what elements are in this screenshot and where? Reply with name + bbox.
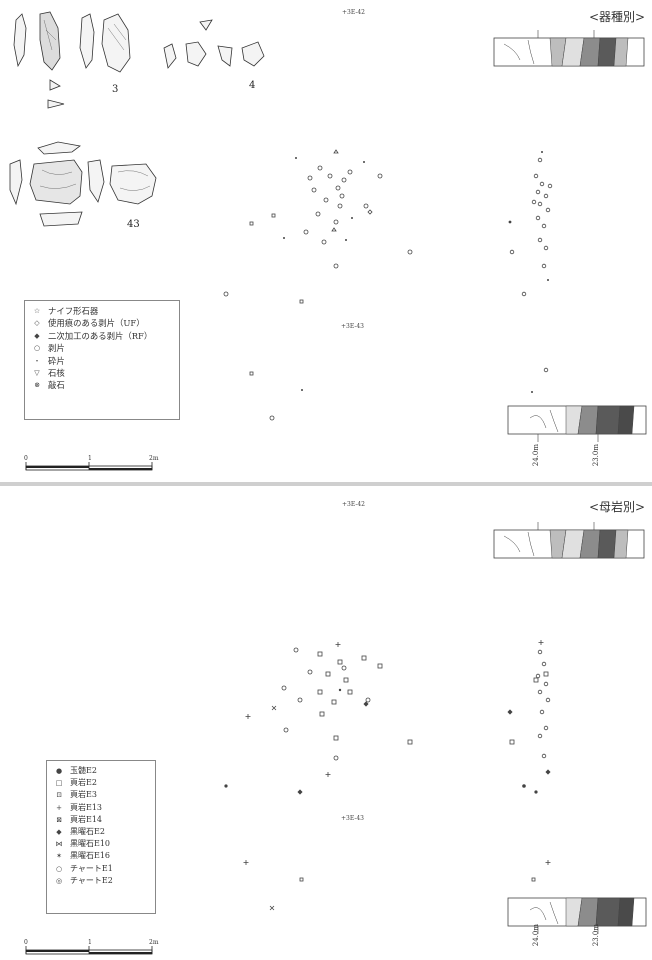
grid-point-label-lower: +3E-43 [341, 323, 364, 330]
legend-label: 頁岩E2 [70, 778, 97, 788]
legend-label: 黒曜石E2 [70, 827, 105, 837]
legend-symbol: ☆ [33, 307, 41, 315]
figure-label-43: 43 [127, 219, 140, 230]
artifact-3f [47, 99, 65, 109]
legend-symbol: ◇ [34, 319, 40, 328]
legend-symbol: ● [55, 767, 63, 775]
section-label-23m-top: 23.0m [592, 444, 600, 467]
figure-label-3: 3 [112, 84, 119, 95]
legend-label: 石核 [48, 368, 65, 379]
scale-tick-2m-bottom: 2m [149, 939, 159, 946]
artifact-4b [163, 43, 177, 69]
legend-row: ○ 剥片 [31, 342, 173, 354]
panel-title-parent-rock: <母岩別> [589, 500, 646, 514]
legend-label: 黒曜石E16 [70, 851, 111, 861]
legend-label: チャートE1 [70, 863, 113, 873]
artifact-4d [217, 45, 233, 67]
legend-symbol: ◆ [56, 828, 62, 837]
legend-label: 二次加工のある剥片（RF） [48, 330, 153, 341]
legend-row: ⋈ 黒曜石E10 [53, 838, 149, 850]
figure-label-4: 4 [249, 80, 256, 91]
artifact-3a [13, 13, 27, 68]
scale-tick-0-bottom: 0 [24, 939, 28, 946]
artifact-43d [87, 159, 105, 203]
legend-row: ○ チャートE1 [53, 863, 149, 875]
panel-separator [0, 482, 652, 486]
legend-row: ⊠ 頁岩E14 [53, 814, 149, 826]
artifact-43c [29, 159, 83, 205]
legend-row: □ 頁岩E2 [53, 777, 149, 789]
legend-label: 剥片 [48, 343, 65, 354]
legend-symbol: ○ [55, 864, 63, 873]
artifact-43b [9, 159, 23, 206]
legend-row: ✶ 黒曜石E16 [53, 850, 149, 862]
legend-symbol: ⊗ [34, 381, 40, 390]
artifact-4a [199, 19, 213, 31]
legend-label: 玉髄E2 [70, 766, 97, 775]
section-label-24m-bottom: 24.0m [532, 924, 540, 947]
legend-row: ◎ チャートE2 [53, 875, 149, 887]
legend-symbol: ○ [33, 344, 41, 353]
legend-symbol: □ [55, 779, 63, 788]
legend-row: ☆ ナイフ形石器 [31, 305, 173, 317]
section-label-24m-top: 24.0m [532, 444, 540, 467]
panel-title-tool-type: <器種別> [589, 10, 646, 24]
grid-point-label-lower-2: +3E-43 [341, 815, 364, 822]
scale-tick-1-bottom: 1 [88, 939, 92, 946]
legend-row: + 頁岩E13 [53, 802, 149, 814]
legend-tool-type: ☆ ナイフ形石器 ◇ 使用痕のある剥片（UF） ◆ 二次加工のある剥片（RF） ○ 剥片… [24, 300, 180, 420]
legend-row: ・砕片 [31, 355, 173, 367]
legend-symbol: ⋈ [55, 840, 63, 849]
legend-symbol: + [56, 803, 62, 812]
artifact-3d [101, 13, 131, 73]
grid-point-label-upper-2: +3E-42 [342, 501, 365, 508]
legend-row: ⊗ 敲石 [31, 379, 173, 391]
legend-symbol: ⊡ [56, 791, 62, 800]
legend-label: ナイフ形石器 [48, 306, 99, 316]
legend-row: ◇ 使用痕のある剥片（UF） [31, 317, 173, 329]
legend-symbol: ▽ [34, 369, 40, 378]
legend-label: 頁岩E14 [70, 814, 103, 824]
legend-row: ◆ 二次加工のある剥片（RF） [31, 330, 173, 342]
section-label-23m-bottom: 23.0m [592, 924, 600, 947]
artifact-3e [49, 79, 61, 91]
legend-label: 黒曜石E10 [70, 839, 111, 849]
artifact-43f [39, 211, 83, 227]
legend-label: 使用痕のある剥片（UF） [48, 318, 145, 329]
legend-symbol: ・ [33, 356, 41, 365]
artifact-43a [37, 141, 81, 155]
grid-point-label-upper: +3E-42 [342, 9, 365, 16]
legend-symbol: ✶ [56, 852, 62, 861]
artifact-4c [185, 41, 207, 67]
legend-parent-rock: ● 玉髄E2 □ 頁岩E2 ⊡ 頁岩E3 + 頁岩E13 ⊠ 頁岩E14 ◆ 黒曜石E2 ⋈… [46, 760, 156, 914]
scale-tick-2m: 2m [149, 455, 159, 462]
legend-row: ● 玉髄E2 [53, 765, 149, 777]
artifact-4e [241, 41, 265, 67]
legend-label: 敲石 [48, 380, 65, 391]
scale-tick-1: 1 [88, 455, 92, 462]
artifact-43e [109, 163, 157, 205]
artifact-3c [79, 13, 95, 69]
artifact-3b [39, 11, 61, 71]
legend-symbol: ⊠ [56, 815, 62, 824]
legend-label: 頁岩E13 [70, 802, 103, 812]
legend-symbol: ◆ [34, 331, 40, 340]
legend-row: ⊡ 頁岩E3 [53, 789, 149, 801]
legend-label: チャートE2 [70, 875, 113, 885]
legend-symbol: ◎ [55, 876, 63, 885]
legend-label: 頁岩E3 [70, 790, 97, 800]
legend-row: ▽ 石核 [31, 367, 173, 379]
legend-row: ◆ 黒曜石E2 [53, 826, 149, 838]
legend-label: 砕片 [48, 355, 65, 366]
scale-tick-0: 0 [24, 455, 28, 462]
